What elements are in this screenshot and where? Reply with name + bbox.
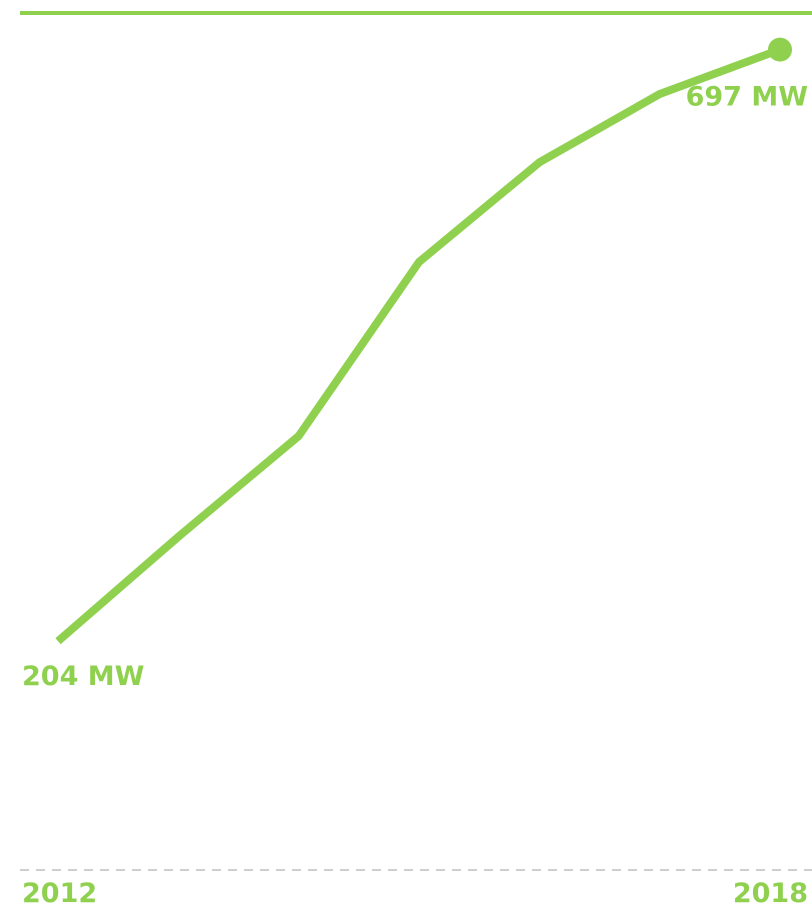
data-label-start: 204 MW: [22, 661, 144, 692]
x-tick-label-end: 2018: [733, 878, 808, 907]
data-label-end: 697 MW: [686, 82, 808, 113]
series-line: [55, 45, 782, 645]
x-tick-label-start: 2012: [22, 878, 97, 907]
endpoint-marker: [768, 37, 792, 62]
label-layer: 204 MW 697 MW 2012 2018: [22, 82, 808, 907]
series-layer: [55, 37, 792, 645]
